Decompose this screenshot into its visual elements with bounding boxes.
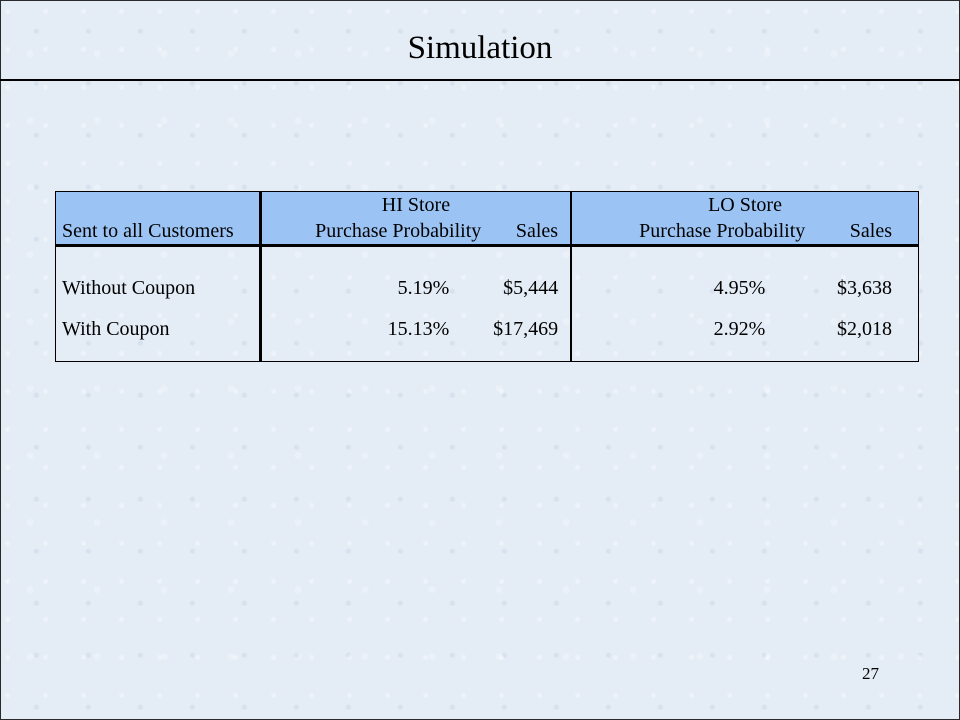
header-lo-sales: Sales (805, 218, 920, 247)
row-label: With Coupon (55, 316, 262, 362)
header-lo-purchase-probability: Purchase Probability (571, 218, 806, 247)
slide-title: Simulation (407, 30, 553, 66)
lo-purchase-probability-value: 2.92% (571, 316, 806, 362)
hi-store-header: HI Store (260, 191, 573, 218)
spacer-cell (571, 246, 805, 261)
table-row-with-coupon: With Coupon 15.13% $17,469 2.92% $2,018 (55, 316, 920, 362)
spacer-cell (805, 245, 920, 260)
title-bar: Simulation (0, 0, 960, 81)
table-spacer-row (55, 245, 920, 261)
hi-sales-value: $17,469 (481, 316, 573, 362)
table-row-without-coupon: Without Coupon 5.19% $5,444 4.95% $3,638 (55, 260, 920, 316)
hi-sales-value: $5,444 (481, 260, 573, 316)
hi-purchase-probability-value: 15.13% (260, 316, 482, 362)
simulation-table: HI Store LO Store Sent to all Customers … (55, 191, 920, 362)
row-label: Without Coupon (55, 260, 262, 316)
lo-store-header: LO Store (571, 191, 920, 218)
spacer-cell (481, 245, 573, 260)
page-number: 27 (862, 664, 879, 683)
spacer-cell (260, 246, 481, 261)
spacer-cell (55, 245, 262, 260)
table-header-row-columns: Sent to all Customers Purchase Probabili… (55, 218, 920, 247)
hi-purchase-probability-value: 5.19% (397, 277, 450, 299)
header-hi-purchase-probability: Purchase Probability (260, 218, 482, 247)
lo-sales-value: $3,638 (805, 260, 920, 316)
lo-purchase-probability-value: 4.95% (713, 277, 766, 299)
header-hi-sales: Sales (481, 218, 573, 247)
lo-sales-value: $2,018 (805, 316, 920, 362)
header-corner-cell (55, 191, 262, 218)
header-sent-to-all: Sent to all Customers (55, 218, 262, 247)
table-header-row-stores: HI Store LO Store (55, 191, 920, 218)
